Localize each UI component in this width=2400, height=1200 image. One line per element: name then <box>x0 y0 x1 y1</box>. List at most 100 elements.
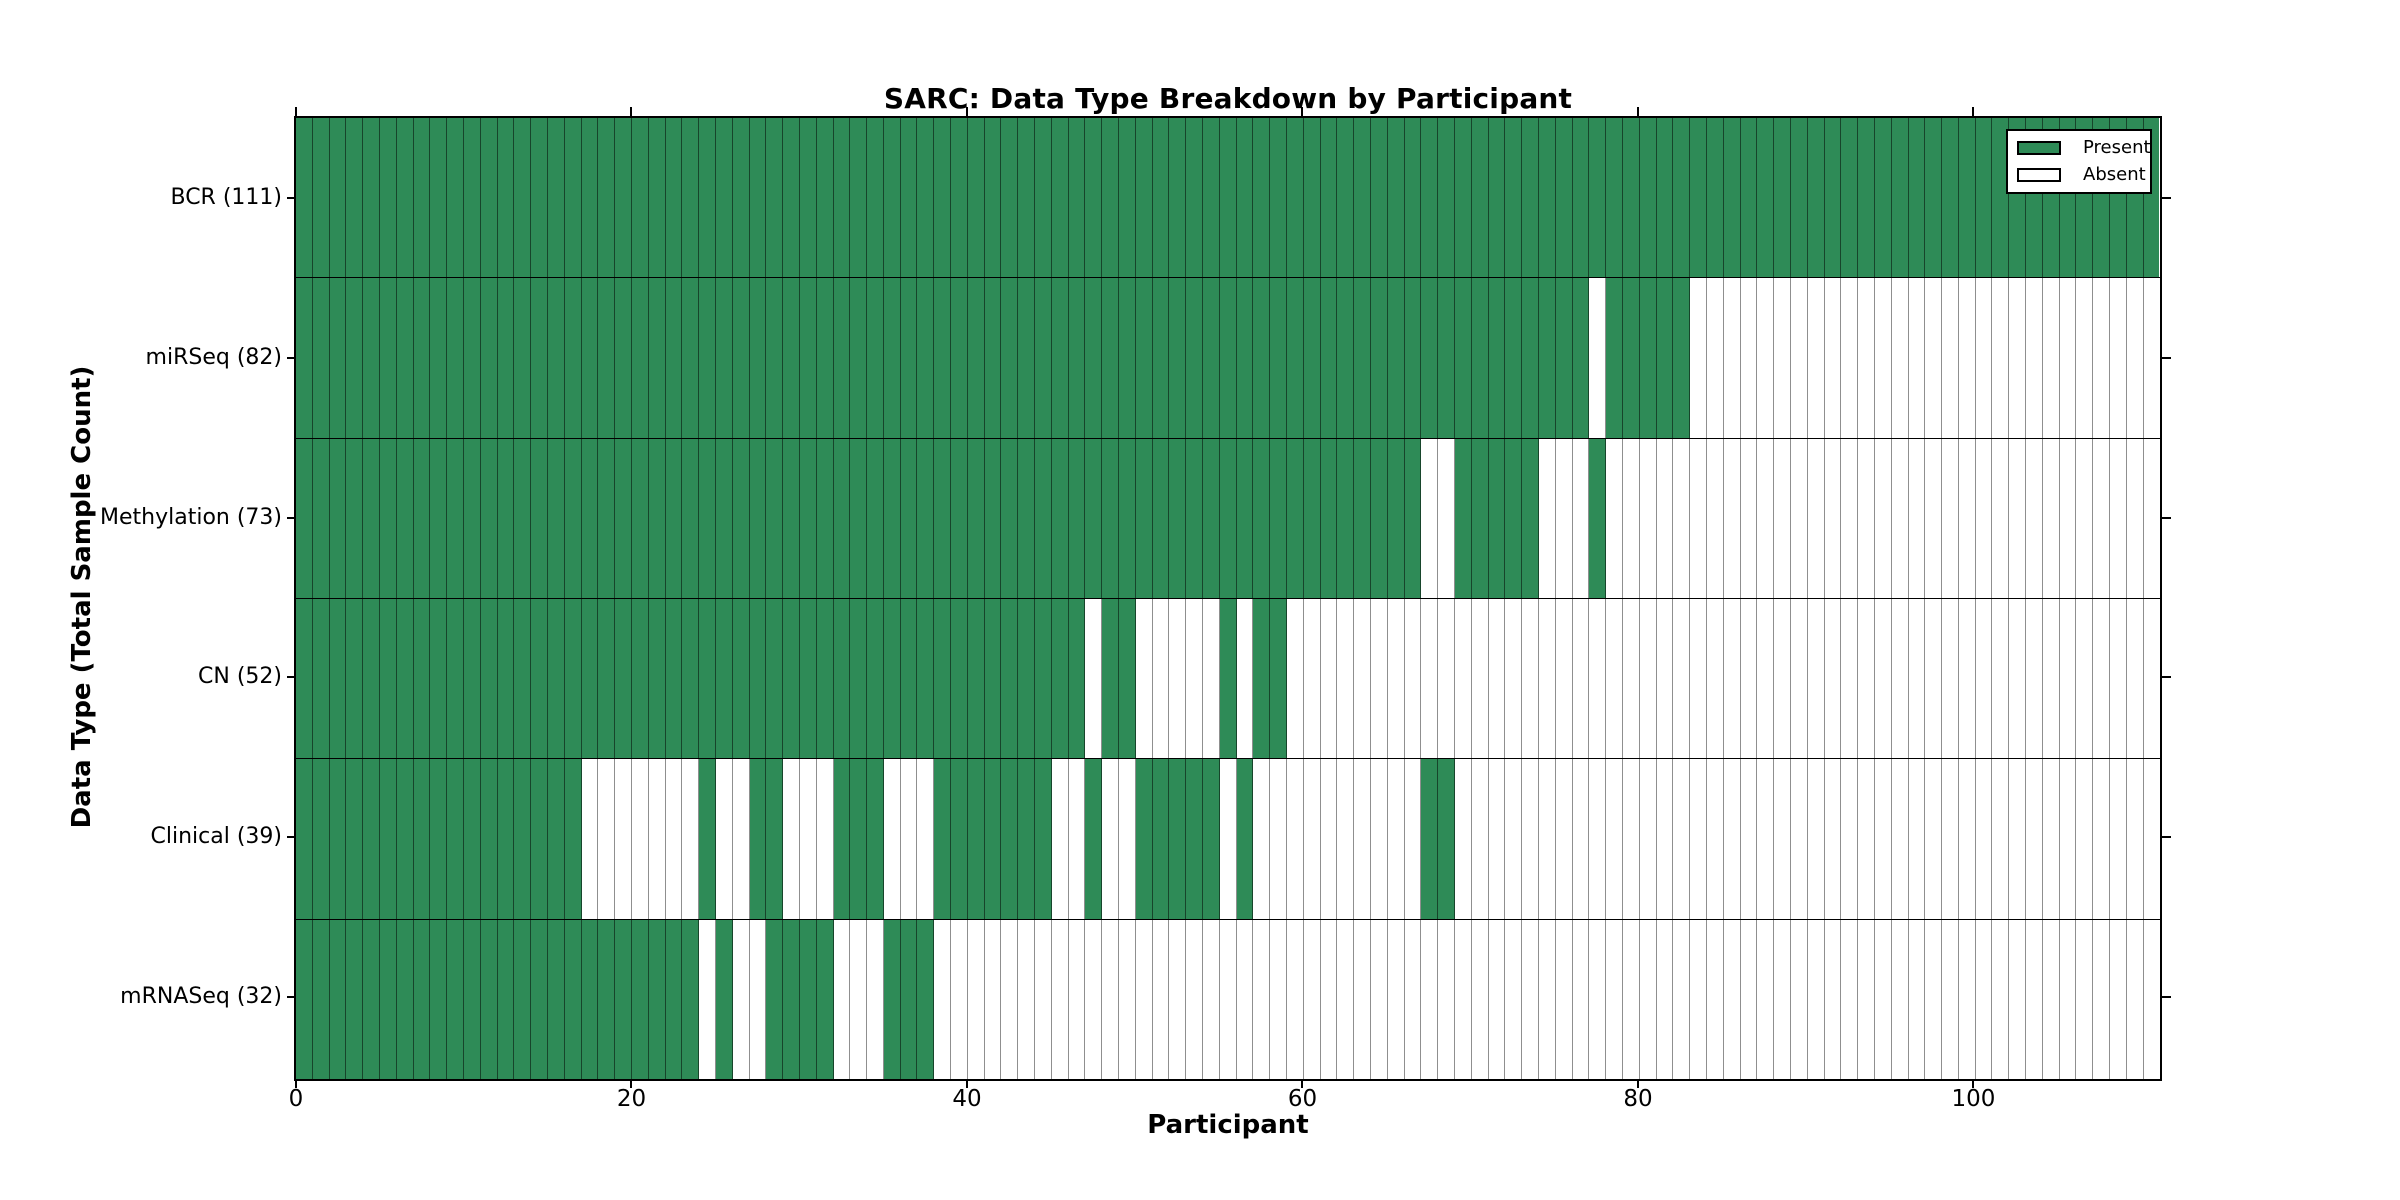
absent-cell <box>1723 278 1741 438</box>
absent-cell <box>615 759 632 919</box>
absent-cell <box>1505 759 1523 919</box>
absent-cell <box>783 759 800 919</box>
present-cell <box>1186 278 1204 438</box>
present-cell <box>631 919 649 1079</box>
present-cell <box>363 118 380 278</box>
absent-cell <box>1303 759 1321 919</box>
absent-cell <box>2093 598 2111 759</box>
present-cell <box>329 598 347 759</box>
absent-cell <box>1203 598 1220 759</box>
absent-cell <box>1774 278 1791 438</box>
present-cell <box>783 598 800 759</box>
absent-cell <box>1706 598 1724 759</box>
present-cell <box>1287 278 1304 438</box>
present-cell <box>934 278 952 438</box>
present-cell <box>816 278 834 438</box>
present-cell <box>379 598 397 759</box>
plot-area: Present Absent <box>294 116 2162 1081</box>
absent-cell <box>1908 438 1926 598</box>
present-cell <box>615 278 632 438</box>
present-cell <box>1354 438 1371 598</box>
absent-cell <box>951 919 968 1079</box>
absent-cell <box>1942 278 1959 438</box>
present-cell <box>715 438 733 598</box>
present-cell <box>1085 759 1103 919</box>
absent-cell <box>1958 278 1976 438</box>
absent-cell <box>1690 759 1707 919</box>
absent-cell <box>1454 759 1472 919</box>
present-cell <box>497 438 515 598</box>
absent-cell <box>1656 759 1674 919</box>
present-cell <box>514 598 532 759</box>
present-cell <box>1522 438 1539 598</box>
present-cell <box>1253 118 1271 278</box>
absent-cell <box>1673 919 1691 1079</box>
present-cell <box>379 438 397 598</box>
present-cell <box>1287 438 1304 598</box>
present-cell <box>1975 118 1993 278</box>
present-cell <box>1169 438 1187 598</box>
absent-cell <box>1320 919 1338 1079</box>
present-cell <box>951 118 968 278</box>
present-cell <box>1572 278 1590 438</box>
present-cell <box>1203 759 1220 919</box>
absent-cell <box>2126 919 2144 1079</box>
present-cell <box>480 759 498 919</box>
present-cell <box>531 759 548 919</box>
absent-cell <box>1119 759 1136 919</box>
absent-cell <box>1891 438 1909 598</box>
present-cell <box>934 598 952 759</box>
absent-cell <box>2026 919 2043 1079</box>
absent-cell <box>1656 598 1674 759</box>
present-cell <box>514 438 532 598</box>
present-cell <box>1874 118 1892 278</box>
absent-cell <box>2009 919 2027 1079</box>
absent-cell <box>1824 278 1842 438</box>
absent-cell <box>1723 759 1741 919</box>
absent-cell <box>1219 919 1237 1079</box>
present-cell <box>463 438 481 598</box>
present-cell <box>984 438 1002 598</box>
absent-cell <box>984 919 1002 1079</box>
present-cell <box>547 118 565 278</box>
present-cell <box>396 118 414 278</box>
present-cell <box>1035 759 1052 919</box>
absent-cell <box>2110 438 2127 598</box>
present-cell <box>447 438 464 598</box>
present-cell <box>1152 438 1170 598</box>
present-cell <box>1152 278 1170 438</box>
present-cell <box>1958 118 1976 278</box>
present-cell <box>631 438 649 598</box>
present-cell <box>799 919 817 1079</box>
absent-cell <box>1001 919 1019 1079</box>
absent-cell <box>883 759 901 919</box>
y-tick-left <box>287 836 296 839</box>
y-tick-left <box>287 196 296 199</box>
absent-cell <box>1740 438 1758 598</box>
absent-cell <box>1135 598 1153 759</box>
present-cell <box>833 278 851 438</box>
present-cell <box>665 118 683 278</box>
absent-cell <box>1858 438 1875 598</box>
absent-cell <box>1858 759 1875 919</box>
absent-cell <box>1706 919 1724 1079</box>
present-cell <box>967 278 985 438</box>
x-tick-top <box>630 107 633 116</box>
absent-cell <box>2143 438 2160 598</box>
absent-cell <box>1606 919 1623 1079</box>
absent-cell <box>1874 759 1892 919</box>
present-cell <box>1891 118 1909 278</box>
absent-cell <box>1807 759 1825 919</box>
present-cell <box>1001 438 1019 598</box>
absent-cell <box>1723 919 1741 1079</box>
absent-cell <box>665 759 683 919</box>
present-cell <box>951 598 968 759</box>
absent-cell <box>1622 438 1640 598</box>
present-cell <box>1421 278 1439 438</box>
present-cell <box>1925 118 1943 278</box>
present-cell <box>447 598 464 759</box>
x-tick-bottom <box>1972 1079 1975 1088</box>
absent-cell <box>581 759 599 919</box>
present-cell <box>1018 278 1036 438</box>
present-cell <box>346 438 364 598</box>
